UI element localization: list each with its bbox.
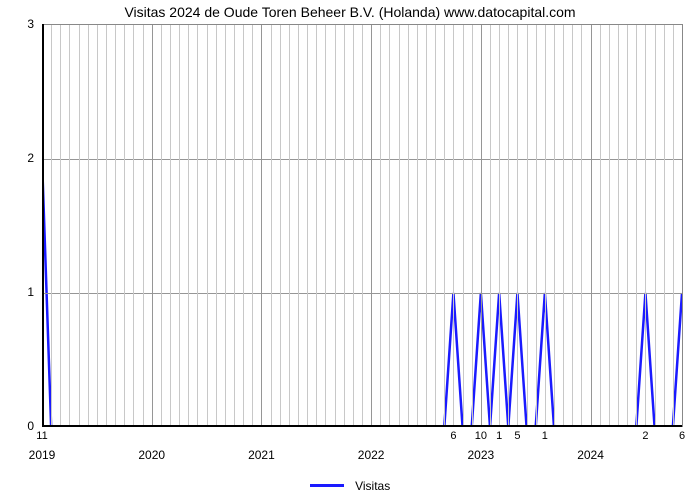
gridline-vertical-minor: [655, 25, 656, 427]
data-point-label: 11: [36, 430, 47, 442]
gridline-vertical-minor: [344, 25, 345, 427]
gridline-vertical-major: [481, 25, 482, 427]
gridline-vertical-minor: [435, 25, 436, 427]
x-axis: [42, 425, 682, 427]
gridline-vertical-major: [152, 25, 153, 427]
gridline-vertical-minor: [106, 25, 107, 427]
gridline-vertical-minor: [453, 25, 454, 427]
gridline-vertical-minor: [664, 25, 665, 427]
ytick-label: 1: [0, 285, 34, 299]
gridline-vertical-minor: [225, 25, 226, 427]
gridline-vertical-minor: [133, 25, 134, 427]
xtick-label: 2023: [467, 448, 494, 462]
gridline-vertical-minor: [362, 25, 363, 427]
gridline-vertical-minor: [188, 25, 189, 427]
gridline-vertical-minor: [243, 25, 244, 427]
gridline-vertical-minor: [600, 25, 601, 427]
gridline-vertical-minor: [527, 25, 528, 427]
gridline-vertical-minor: [79, 25, 80, 427]
data-point-label: 6: [450, 430, 456, 442]
gridline-vertical-minor: [289, 25, 290, 427]
gridline-vertical-minor: [307, 25, 308, 427]
ytick-label: 3: [0, 17, 34, 31]
gridline-vertical-minor: [124, 25, 125, 427]
gridline-vertical-minor: [316, 25, 317, 427]
gridline-vertical-minor: [353, 25, 354, 427]
gridline-vertical-minor: [335, 25, 336, 427]
ytick-label: 2: [0, 151, 34, 165]
xtick-label: 2019: [29, 448, 56, 462]
gridline-vertical-major: [682, 25, 683, 427]
gridline-vertical-minor: [51, 25, 52, 427]
gridline-vertical-minor: [572, 25, 573, 427]
gridline-vertical-minor: [197, 25, 198, 427]
gridline-vertical-minor: [170, 25, 171, 427]
gridline-vertical-minor: [472, 25, 473, 427]
data-point-label: 5: [514, 430, 520, 442]
gridline-vertical-minor: [207, 25, 208, 427]
gridline-vertical-minor: [408, 25, 409, 427]
data-point-label: 1: [496, 430, 502, 442]
gridline-vertical-minor: [115, 25, 116, 427]
chart-title: Visitas 2024 de Oude Toren Beheer B.V. (…: [0, 4, 700, 20]
data-point-label: 6: [679, 430, 685, 442]
gridline-vertical-minor: [645, 25, 646, 427]
gridline-vertical-major: [261, 25, 262, 427]
gridline-vertical-minor: [216, 25, 217, 427]
gridline-vertical-minor: [444, 25, 445, 427]
gridline-vertical-minor: [417, 25, 418, 427]
gridline-vertical-minor: [271, 25, 272, 427]
gridline-vertical-minor: [554, 25, 555, 427]
gridline-vertical-minor: [325, 25, 326, 427]
gridline-vertical-minor: [399, 25, 400, 427]
gridline-vertical-major: [371, 25, 372, 427]
gridline-vertical-minor: [517, 25, 518, 427]
gridline-vertical-minor: [636, 25, 637, 427]
gridline-vertical-minor: [88, 25, 89, 427]
gridline-vertical-minor: [581, 25, 582, 427]
gridline-vertical-minor: [69, 25, 70, 427]
gridline-vertical-minor: [545, 25, 546, 427]
chart-container: { "title": "Visitas 2024 de Oude Toren B…: [0, 0, 700, 500]
xtick-label: 2021: [248, 448, 275, 462]
data-point-label: 10: [475, 430, 487, 442]
gridline-vertical-minor: [426, 25, 427, 427]
gridline-vertical-minor: [161, 25, 162, 427]
data-point-label: 1: [542, 430, 548, 442]
xtick-label: 2024: [577, 448, 604, 462]
gridline-vertical-minor: [179, 25, 180, 427]
gridline-vertical-minor: [298, 25, 299, 427]
legend-swatch: [310, 484, 344, 487]
gridline-vertical-minor: [673, 25, 674, 427]
gridline-vertical-minor: [627, 25, 628, 427]
gridline-vertical-minor: [609, 25, 610, 427]
gridline-vertical-minor: [536, 25, 537, 427]
gridline-vertical-minor: [618, 25, 619, 427]
gridline-vertical-minor: [563, 25, 564, 427]
gridline-vertical-minor: [380, 25, 381, 427]
xtick-label: 2020: [138, 448, 165, 462]
gridline-vertical-minor: [508, 25, 509, 427]
gridline-vertical-minor: [490, 25, 491, 427]
ytick-label: 0: [0, 419, 34, 433]
gridline-vertical-minor: [60, 25, 61, 427]
y-axis: [42, 24, 44, 426]
legend: Visitas: [0, 478, 700, 493]
gridline-vertical-minor: [463, 25, 464, 427]
gridline-vertical-minor: [97, 25, 98, 427]
legend-label: Visitas: [355, 479, 390, 493]
xtick-label: 2022: [358, 448, 385, 462]
data-point-label: 2: [642, 430, 648, 442]
gridline-vertical-minor: [234, 25, 235, 427]
gridline-vertical-minor: [499, 25, 500, 427]
gridline-vertical-major: [591, 25, 592, 427]
plot-area: [42, 24, 683, 427]
gridline-vertical-minor: [280, 25, 281, 427]
gridline-vertical-minor: [143, 25, 144, 427]
gridline-vertical-minor: [389, 25, 390, 427]
gridline-vertical-minor: [252, 25, 253, 427]
